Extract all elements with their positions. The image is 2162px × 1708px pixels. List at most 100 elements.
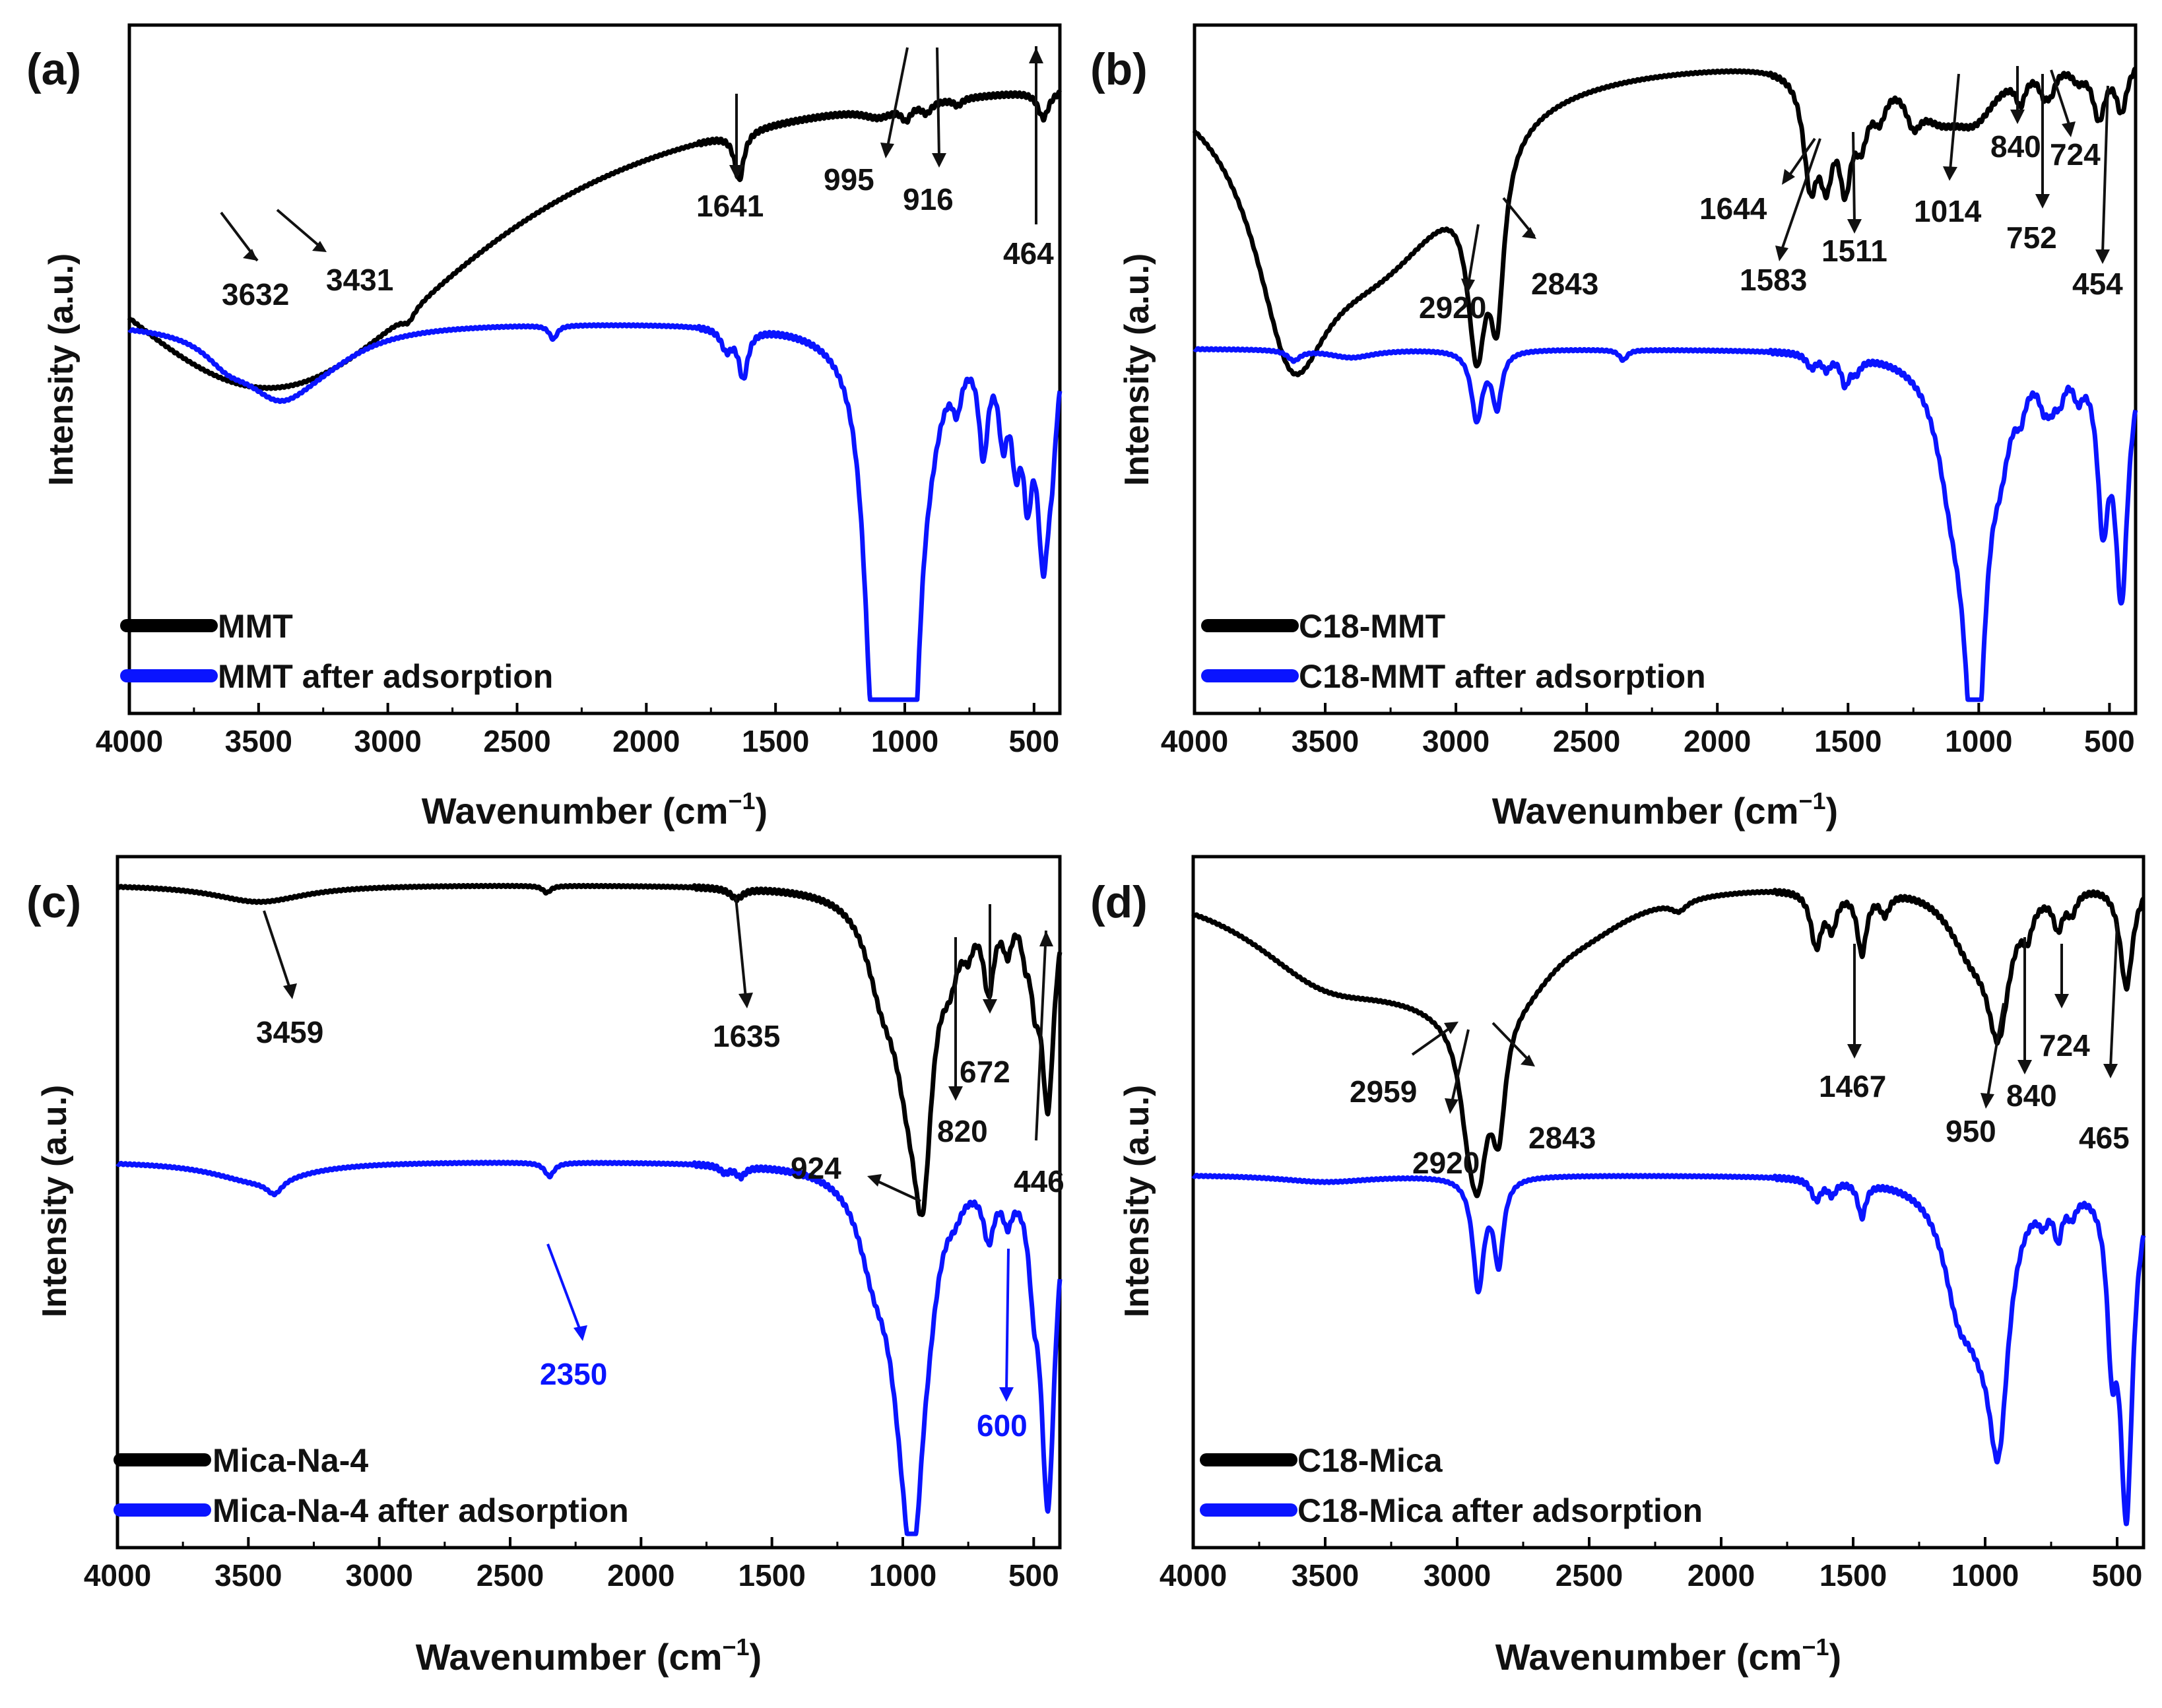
x-tick-label: 3500: [214, 1558, 282, 1593]
plot-frame: [115, 855, 1062, 1550]
peak-label-724: 724: [2050, 137, 2101, 172]
peak-label-3431: 3431: [326, 263, 393, 297]
peak-annotations: 3632 3431 1641 995 916 464: [220, 46, 1054, 312]
annotation-arrowhead: [1943, 166, 1957, 181]
annotation-arrow: [1986, 1002, 2005, 1098]
annotation-arrowhead: [2062, 121, 2076, 137]
x-tick-label: 3000: [354, 724, 421, 758]
x-label-main: Wavenumber (cm: [416, 1636, 723, 1678]
peak-label-1644: 1644: [1699, 191, 1767, 226]
x-tick-label: 500: [2084, 724, 2135, 758]
x-tick-label: 4000: [1160, 1558, 1227, 1593]
x-tick-label: 1000: [871, 724, 938, 758]
x-tick-label: 1000: [1951, 1558, 2019, 1593]
x-tick-label: 2500: [1553, 724, 1620, 758]
x-label-end: ): [750, 1636, 762, 1678]
peak-label-2843: 2843: [1528, 1121, 1596, 1155]
peak-label-465: 465: [2079, 1121, 2130, 1155]
spectrum-line-after: [1193, 346, 2138, 702]
x-tick-label: 4000: [84, 1558, 151, 1593]
x-axis-label: Wavenumber (cm−1): [422, 787, 768, 832]
annotation-arrowhead: [1039, 931, 1053, 946]
legend-label-after: C18-MMT after adsorption: [1299, 658, 1706, 695]
peak-label-1583: 1583: [1740, 263, 1807, 297]
x-label-main: Wavenumber (cm: [1492, 790, 1799, 832]
x-tick-label: 1000: [1945, 724, 2012, 758]
peak-label-840: 840: [1990, 129, 2041, 164]
x-tick-label: 3500: [1292, 724, 1359, 758]
x-tick-label: 2000: [1687, 1558, 1755, 1593]
x-label-end: ): [1829, 1636, 1842, 1678]
peak-label-724: 724: [2039, 1028, 2090, 1063]
peak-label-995: 995: [824, 162, 874, 197]
legend-label-before: C18-Mica: [1297, 1442, 1443, 1479]
annotation-arrowhead: [1461, 279, 1475, 294]
panel-label: (c): [26, 877, 81, 927]
x-axis-label: Wavenumber (cm−1): [1492, 787, 1838, 832]
x-tick-label: 2000: [1684, 724, 1751, 758]
x-label-main: Wavenumber (cm: [422, 790, 729, 832]
annotation-arrowhead: [1444, 1022, 1458, 1034]
peak-label-672: 672: [960, 1055, 1010, 1089]
peak-label-3459: 3459: [256, 1015, 323, 1049]
peak-label-2959: 2959: [1350, 1074, 1417, 1109]
x-tick-label: 500: [2092, 1558, 2143, 1593]
annotation-arrowhead: [2035, 194, 2050, 209]
peak-label-2350: 2350: [540, 1357, 607, 1391]
annotation-arrow: [1467, 224, 1480, 284]
annotation-arrow: [735, 897, 747, 999]
panel-c: 4000 3500 3000 2500 2000 1500 1000 500 (c) Inte…: [26, 855, 1065, 1678]
x-axis-label: Wavenumber (cm−1): [416, 1633, 762, 1678]
peak-annotations: 2920 2843 1644 1583 1511 1014 840 752 72: [1419, 66, 2123, 325]
x-tick-label: 2500: [483, 724, 550, 758]
x-tick-label: 500: [1008, 1558, 1059, 1593]
annotation-arrow: [1451, 1029, 1470, 1103]
peak-label-600: 600: [977, 1408, 1028, 1443]
annotation-arrow: [2109, 923, 2118, 1068]
x-tick-label: 4000: [1161, 724, 1228, 758]
peak-label-916: 916: [903, 182, 954, 216]
annotation-arrow: [886, 47, 909, 147]
annotation-arrowhead: [573, 1325, 587, 1341]
annotation-arrowhead: [2010, 110, 2025, 124]
x-tick-label: 3000: [345, 1558, 412, 1593]
annotation-arrowhead: [1521, 1055, 1535, 1067]
x-tick-label: 3000: [1424, 1558, 1491, 1593]
annotation-arrowhead: [983, 999, 997, 1014]
annotation-arrowhead: [2095, 249, 2110, 264]
annotation-arrow: [1949, 73, 1960, 171]
annotation-arrow: [1852, 131, 1856, 224]
peak-label-752: 752: [2006, 220, 2057, 255]
panel-a: 4000 3500 3000 2500 2000 1500 1000 500 (a) Inte…: [26, 23, 1063, 832]
x-label-main: Wavenumber (cm: [1495, 1636, 1802, 1678]
panel-label: (d): [1090, 877, 1148, 927]
peak-annotations: 3459 1635 924 820 672 446 2350 600: [256, 897, 1065, 1443]
annotation-arrow: [2101, 85, 2109, 254]
annotation-arrowhead: [283, 983, 297, 999]
x-label-superscript: −1: [1802, 1633, 1829, 1660]
annotation-arrowhead: [1847, 1044, 1862, 1059]
spectrum-line-after: [127, 322, 1063, 702]
peak-label-454: 454: [2072, 267, 2123, 301]
x-ticks: 4000 3500 3000 2500 2000 1500 1000 500: [84, 1537, 1059, 1593]
annotation-arrowhead: [2103, 1064, 2118, 1078]
y-axis-label: Intensity (a.u.): [1118, 253, 1156, 486]
peak-label-1014: 1014: [1914, 194, 1982, 228]
x-tick-label: 2000: [612, 724, 680, 758]
y-axis-label: Intensity (a.u.): [1118, 1085, 1156, 1317]
annotation-arrowhead: [948, 1086, 963, 1101]
peak-label-924: 924: [791, 1151, 841, 1185]
x-ticks: 4000 3500 3000 2500 2000 1500 1000 500: [1160, 1537, 2143, 1593]
annotation-arrowhead: [1847, 219, 1862, 234]
annotation-arrow: [1781, 138, 1821, 250]
x-label-end: ): [756, 790, 768, 832]
annotation-arrowhead: [2017, 1060, 2032, 1074]
annotation-arrow: [263, 910, 292, 991]
panel-label: (b): [1090, 44, 1148, 94]
annotation-arrowhead: [932, 153, 946, 168]
panel-d: 4000 3500 3000 2500 2000 1500 1000 500 (d) Inte…: [1090, 855, 2146, 1678]
annotation-arrowhead: [243, 249, 257, 261]
annotation-arrow: [2050, 69, 2070, 125]
annotation-arrowhead: [880, 143, 894, 158]
